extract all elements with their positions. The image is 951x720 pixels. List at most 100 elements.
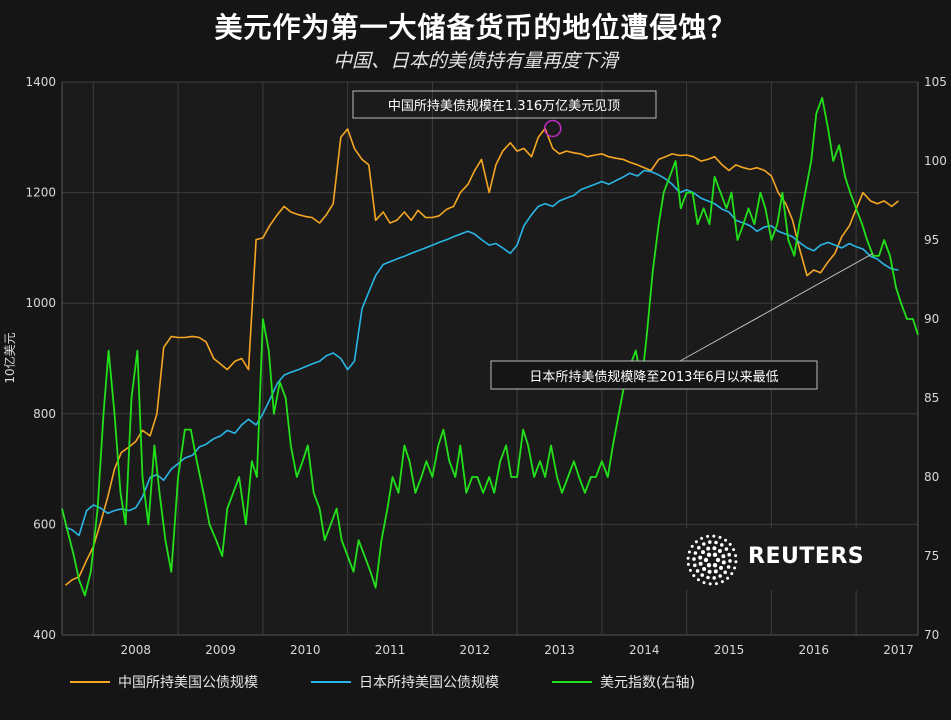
logo-dot [700, 536, 704, 540]
chart-legend: 中国所持美国公债规模 日本所持美国公债规模 美元指数(右轴) [0, 670, 951, 694]
x-tick-label: 2013 [544, 643, 575, 657]
logo-dot [726, 565, 731, 569]
logo-dot [718, 535, 722, 539]
legend-item-japan: 日本所持美国公债规模 [311, 670, 499, 694]
logo-dot [718, 574, 722, 578]
logo-dot [706, 552, 712, 557]
logo-dot [714, 540, 718, 545]
logo-dot [703, 557, 709, 563]
x-tick-label: 2012 [459, 643, 490, 657]
peak-annotation-box [352, 90, 657, 119]
logo-dot [693, 563, 697, 568]
logo-dot [715, 557, 721, 563]
logo-dot [702, 581, 706, 585]
logo-dot [720, 580, 724, 584]
peak-marker [543, 119, 562, 138]
y2-tick-label: 90 [924, 312, 939, 326]
axis-ticks: 400 600 800 1000 1200 1400 70 75 80 85 90 95 100 105 2… [25, 75, 946, 657]
usd-index-series-line [61, 96, 919, 597]
logo-dot [728, 559, 732, 563]
legend-swatch-usd [552, 681, 592, 683]
logo-dot [690, 544, 694, 548]
low-annotation-pointer [679, 252, 874, 362]
legend-item-china: 中国所持美国公债规模 [70, 670, 258, 694]
legend-swatch-china [70, 681, 110, 683]
peak-annotation: 中国所持美债规模在1.316万亿美元见顶 [352, 90, 657, 138]
x-tick-label: 2017 [883, 643, 914, 657]
logo-dot [714, 582, 718, 586]
legend-label-china: 中国所持美国公债规模 [118, 675, 258, 691]
y-tick-label: 600 [33, 517, 56, 531]
low-annotation-text: 日本所持美债规模降至2013年6月以来最低 [529, 370, 778, 385]
logo-dot [687, 550, 691, 554]
logo-dot [702, 542, 706, 546]
y-axis-label: 10亿美元 [2, 332, 17, 383]
logo-dot [733, 566, 737, 570]
reuters-dots-icon [686, 534, 738, 586]
series-lines [61, 96, 919, 597]
y-tick-label: 1200 [25, 186, 56, 200]
reuters-wordmark: REUTERS [748, 544, 865, 569]
logo-dot [692, 574, 696, 578]
logo-dot [697, 545, 701, 550]
logo-dot [727, 552, 731, 557]
grid-lines [61, 81, 919, 636]
logo-dot [712, 576, 716, 580]
logo-dot [730, 572, 734, 576]
logo-dot [696, 578, 700, 582]
logo-dot [719, 565, 723, 570]
logo-dot [723, 570, 727, 575]
y-tick-label: 400 [33, 628, 56, 642]
x-tick-label: 2014 [629, 643, 660, 657]
legend-label-usd: 美元指数(右轴) [600, 675, 695, 691]
y2-tick-label: 75 [924, 549, 939, 563]
chart-title: 美元作为第一大储备货币的地位遭侵蚀？ [214, 11, 737, 44]
logo-dot [706, 534, 710, 538]
logo-dot [694, 540, 698, 544]
logo-dot [706, 563, 712, 568]
legend-label-japan: 日本所持美国公债规模 [359, 675, 499, 691]
logo-dot [726, 576, 730, 580]
logo-dot [721, 554, 726, 559]
low-annotation: 日本所持美债规模降至2013年6月以来最低 [490, 252, 874, 390]
reuters-logo: REUTERS [680, 528, 864, 590]
legend-swatch-japan [311, 681, 351, 683]
x-tick-label: 2010 [290, 643, 321, 657]
logo-dot [708, 582, 712, 586]
x-tick-label: 2016 [798, 643, 829, 657]
y-tick-label: 800 [33, 407, 56, 421]
logo-dot [712, 563, 718, 568]
legend-item-usd: 美元指数(右轴) [552, 670, 695, 694]
logo-dot [712, 534, 716, 538]
logo-dot [695, 569, 700, 573]
y2-tick-label: 95 [924, 233, 939, 247]
y2-tick-label: 80 [924, 470, 939, 484]
logo-dot [688, 568, 692, 572]
logo-dot [721, 560, 726, 565]
logo-dot [693, 551, 698, 555]
logo-dot [712, 552, 718, 557]
y-tick-label: 1000 [25, 296, 56, 310]
china-series-line [64, 127, 900, 586]
logo-dot [724, 547, 729, 551]
logo-dot [698, 561, 703, 566]
logo-dot [734, 554, 738, 558]
y-tick-label: 1400 [25, 75, 56, 89]
logo-dot [706, 546, 711, 551]
y2-tick-label: 100 [924, 154, 947, 168]
logo-dot [686, 556, 690, 560]
chart-subtitle: 中国、日本的美债持有量再度下滑 [332, 50, 618, 72]
logo-dot [724, 538, 728, 542]
logo-dot [732, 548, 736, 552]
y2-tick-label: 70 [924, 628, 939, 642]
logo-dot [698, 555, 703, 560]
low-annotation-box [490, 360, 818, 390]
x-tick-label: 2008 [120, 643, 151, 657]
logo-dot [706, 575, 710, 580]
logo-dot [720, 543, 724, 547]
y2-tick-label: 85 [924, 391, 939, 405]
peak-annotation-text: 中国所持美债规模在1.316万亿美元见顶 [388, 99, 620, 114]
x-tick-label: 2015 [714, 643, 745, 657]
